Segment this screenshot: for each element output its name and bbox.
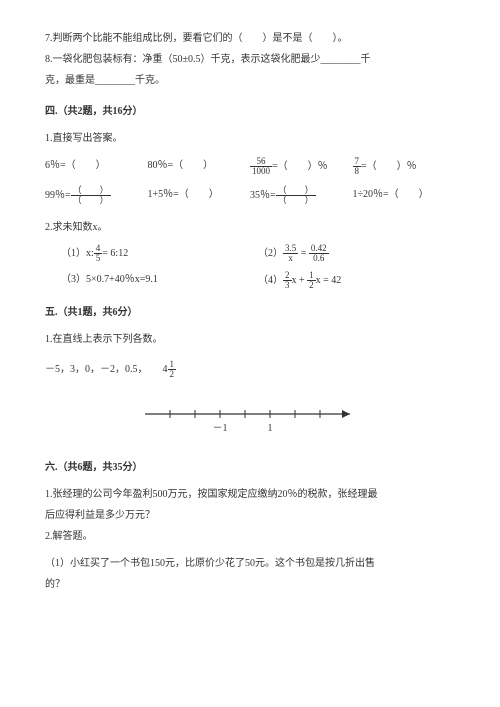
s6-q1a: 1.张经理的公司今年盈利500万元，按国家规定应缴纳20％的税款，张经理最 xyxy=(45,486,455,503)
calc-row-2: 99％=（ ）（ ） 1+5％=（ ） 35％=（ ）（ ） 1÷20％=（ ） xyxy=(45,186,455,205)
section-6-title: 六.（共6题，共35分） xyxy=(45,459,455,476)
s4-q2: 2.求未知数x。 xyxy=(45,219,455,236)
q8b: 克，最重是________千克。 xyxy=(45,72,455,89)
r1c2: 80％=（ ） xyxy=(148,157,251,176)
s6-q2: 2.解答题。 xyxy=(45,528,455,545)
section-5-title: 五.（共1题，共6分） xyxy=(45,304,455,321)
s5-q1: 1.在直线上表示下列各数。 xyxy=(45,331,455,348)
s6-q2-1b: 的？ xyxy=(45,576,455,593)
eq4: （4）23x + 12x = 42 xyxy=(258,271,455,290)
q8a: 8.一袋化肥包装标有：净重（50±0.5）千克，表示这袋化肥最少________… xyxy=(45,51,455,68)
eq1: （1）x:45= 6:12 xyxy=(61,244,258,263)
s6-q2-1a: （1）小红买了一个书包150元，比原价少花了50元。这个书包是按几折出售 xyxy=(45,555,455,572)
number-line: －1 1 xyxy=(140,399,360,439)
eq3: （3）5×0.7+40％x=9.1 xyxy=(61,271,258,290)
svg-text:1: 1 xyxy=(268,423,273,434)
s4-q1: 1.直接写出答案。 xyxy=(45,130,455,147)
r2c2: 1+5％=（ ） xyxy=(148,186,251,205)
q7: 7.判断两个比能不能组成比例，要看它们的（ ）是不是（ ）。 xyxy=(45,30,455,47)
r1c4: 78=（ ）％ xyxy=(353,157,456,176)
svg-text:－1: －1 xyxy=(213,423,228,434)
r2c4: 1÷20％=（ ） xyxy=(353,186,456,205)
eq-row-2: （3）5×0.7+40％x=9.1 （4）23x + 12x = 42 xyxy=(45,271,455,290)
number-list: －5，3，0，－2，0.5， 412 xyxy=(45,360,455,379)
section-4-title: 四.（共2题，共16分） xyxy=(45,103,455,120)
r2c3: 35％=（ ）（ ） xyxy=(250,186,353,205)
r2c1: 99％=（ ）（ ） xyxy=(45,186,148,205)
s6-q1b: 后应得利益是多少万元？ xyxy=(45,507,455,524)
calc-row-1: 6％=（ ） 80％=（ ） 561000=（ ）％ 78=（ ）％ xyxy=(45,157,455,176)
eq2: （2）3.5x = 0.420.6 xyxy=(258,244,455,263)
eq-row-1: （1）x:45= 6:12 （2）3.5x = 0.420.6 xyxy=(45,244,455,263)
r1c1: 6％=（ ） xyxy=(45,157,148,176)
r1c3: 561000=（ ）％ xyxy=(250,157,353,176)
